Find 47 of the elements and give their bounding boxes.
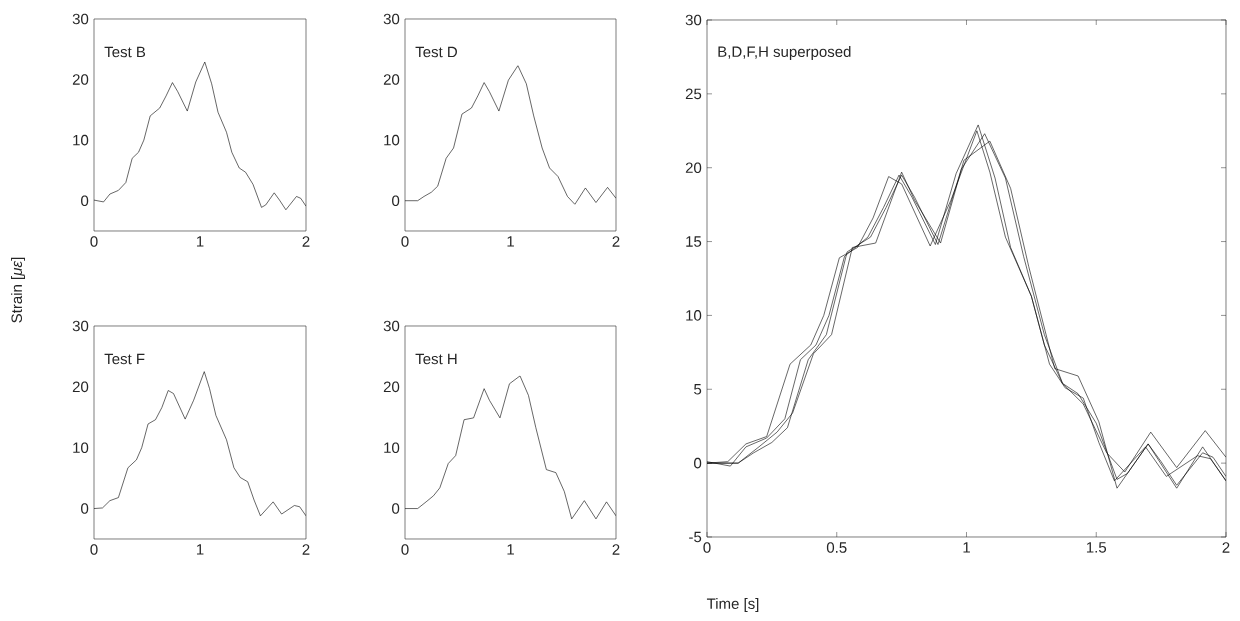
- y-tick-label: 10: [73, 442, 89, 453]
- y-tick-label: 30: [383, 13, 400, 25]
- y-tick-label: 20: [383, 381, 400, 393]
- x-tick-label: 0: [703, 542, 711, 553]
- x-tick-label: 2: [612, 236, 620, 247]
- x-tick-label: 0: [401, 236, 409, 247]
- y-tick-label: 0: [81, 503, 89, 514]
- y-tick-label: 30: [685, 14, 702, 26]
- y-tick-label: 20: [383, 74, 400, 85]
- x-tick-label: 1: [507, 236, 514, 247]
- annotation: Test B: [104, 46, 146, 58]
- y-tick-label: 25: [685, 88, 702, 100]
- y-tick-label: 0: [694, 457, 702, 469]
- x-tick-label: 1: [196, 236, 204, 247]
- x-tick-label: 2: [612, 544, 620, 555]
- annotation: Test D: [415, 46, 457, 58]
- y-tick-label: 5: [694, 384, 702, 395]
- x-tick-label: 2: [1222, 542, 1230, 553]
- x-tick-label: 1: [196, 544, 204, 555]
- x-axis-title: Time [s]: [706, 597, 759, 612]
- annotation: Test F: [104, 353, 145, 365]
- y-tick-label: 10: [686, 310, 702, 321]
- y-tick-label: 10: [384, 134, 400, 146]
- x-tick-label: 2: [302, 544, 310, 555]
- y-tick-label: 0: [392, 503, 400, 514]
- y-tick-label: 0: [392, 195, 400, 207]
- y-tick-label: 10: [73, 134, 89, 146]
- annotation: Test H: [415, 353, 457, 365]
- x-tick-label: 0: [90, 544, 98, 555]
- annotation: B,D,F,H superposed: [718, 45, 851, 60]
- y-tick-label: 30: [72, 13, 89, 25]
- x-tick-label: 2: [302, 236, 310, 247]
- y-tick-label: -5: [689, 531, 702, 543]
- y-tick-label: 10: [384, 442, 400, 453]
- y-tick-label: 20: [72, 74, 89, 85]
- x-tick-label: 1: [507, 544, 514, 555]
- y-tick-label: 0: [81, 195, 89, 207]
- y-tick-label: 20: [72, 381, 89, 393]
- y-tick-label: 20: [685, 162, 702, 174]
- x-tick-label: 0: [90, 236, 98, 247]
- x-tick-label: 0.5: [826, 542, 847, 553]
- x-tick-label: 1.5: [1086, 542, 1107, 553]
- y-tick-label: 30: [383, 320, 400, 332]
- x-tick-label: 1: [963, 542, 970, 553]
- y-tick-label: 30: [72, 320, 89, 332]
- y-tick-label: 15: [686, 236, 702, 247]
- x-tick-label: 0: [401, 544, 409, 555]
